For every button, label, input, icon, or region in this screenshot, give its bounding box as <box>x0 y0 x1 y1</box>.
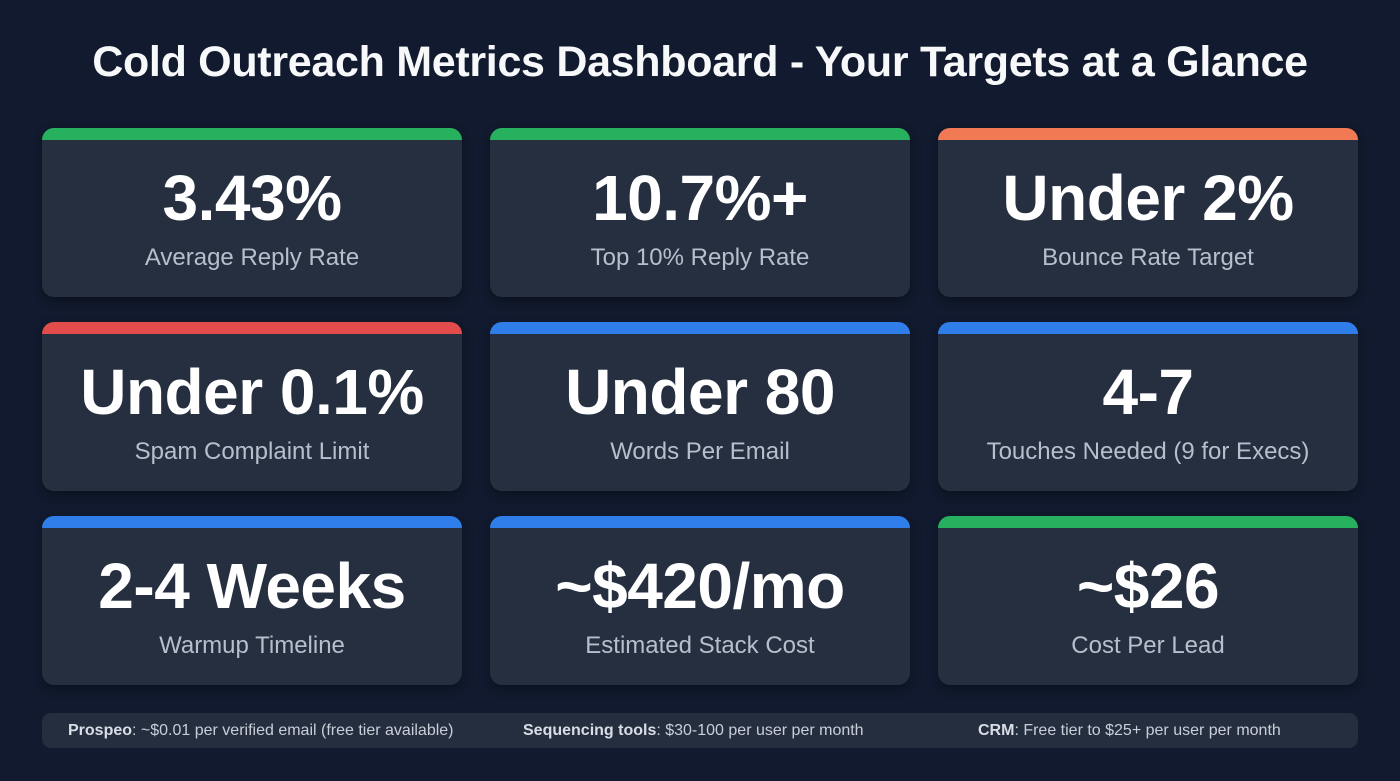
metric-label: Cost Per Lead <box>1071 632 1225 659</box>
metric-label: Warmup Timeline <box>159 632 345 659</box>
metric-value: 10.7%+ <box>592 162 808 234</box>
footer-note-text: : ~$0.01 per verified email (free tier a… <box>132 721 454 739</box>
accent-bar <box>490 516 910 528</box>
metric-card-touches-needed: 4-7 Touches Needed (9 for Execs) <box>938 322 1358 491</box>
metric-label: Words Per Email <box>610 438 790 465</box>
metrics-grid: 3.43% Average Reply Rate 10.7%+ Top 10% … <box>42 128 1358 685</box>
footer-note-crm: CRM: Free tier to $25+ per user per mont… <box>978 722 1281 740</box>
metric-value: ~$420/mo <box>555 550 845 622</box>
footer-note-sequencing-tools: Sequencing tools: $30-100 per user per m… <box>523 722 864 740</box>
metric-label: Spam Complaint Limit <box>134 438 370 465</box>
page-title: Cold Outreach Metrics Dashboard - Your T… <box>92 38 1308 86</box>
accent-bar <box>490 128 910 140</box>
accent-bar <box>938 322 1358 334</box>
metric-value: 4-7 <box>1102 356 1195 428</box>
footer-note-key: Sequencing tools <box>523 721 657 739</box>
metric-card-spam-complaint: Under 0.1% Spam Complaint Limit <box>42 322 462 491</box>
accent-bar <box>490 322 910 334</box>
metric-value: 3.43% <box>162 162 342 234</box>
accent-bar <box>42 322 462 334</box>
accent-bar <box>938 128 1358 140</box>
footer-note-key: CRM <box>978 721 1015 739</box>
metric-value: Under 80 <box>565 356 835 428</box>
accent-bar <box>42 128 462 140</box>
metric-value: 2-4 Weeks <box>98 550 406 622</box>
metric-card-stack-cost: ~$420/mo Estimated Stack Cost <box>490 516 910 685</box>
metric-label: Touches Needed (9 for Execs) <box>986 438 1310 465</box>
metric-label: Average Reply Rate <box>144 244 360 271</box>
metric-card-cost-per-lead: ~$26 Cost Per Lead <box>938 516 1358 685</box>
metric-value: Under 0.1% <box>80 356 424 428</box>
metric-value: Under 2% <box>1002 162 1294 234</box>
footer-note-key: Prospeo <box>68 721 133 739</box>
metric-card-words-per-email: Under 80 Words Per Email <box>490 322 910 491</box>
accent-bar <box>42 516 462 528</box>
metric-card-average-reply-rate: 3.43% Average Reply Rate <box>42 128 462 297</box>
metric-label: Estimated Stack Cost <box>585 632 815 659</box>
footer-note-text: : $30-100 per user per month <box>656 721 864 739</box>
footer-note-prospeo: Prospeo: ~$0.01 per verified email (free… <box>68 722 454 740</box>
metric-value: ~$26 <box>1076 550 1220 622</box>
metric-card-warmup-timeline: 2-4 Weeks Warmup Timeline <box>42 516 462 685</box>
footer-note-text: : Free tier to $25+ per user per month <box>1014 721 1281 739</box>
metric-card-bounce-rate: Under 2% Bounce Rate Target <box>938 128 1358 297</box>
accent-bar <box>938 516 1358 528</box>
metric-label: Bounce Rate Target <box>1042 244 1254 271</box>
metric-card-top-reply-rate: 10.7%+ Top 10% Reply Rate <box>490 128 910 297</box>
pricing-footer: Prospeo: ~$0.01 per verified email (free… <box>42 713 1358 748</box>
metric-label: Top 10% Reply Rate <box>590 244 810 271</box>
